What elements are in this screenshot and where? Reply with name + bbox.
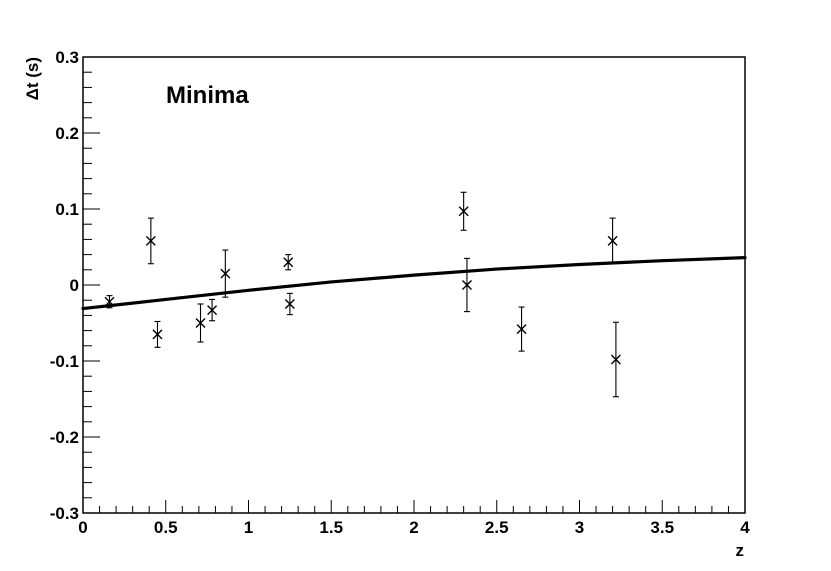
data-point (610, 321, 621, 398)
x-tick-label: 2 (409, 518, 418, 537)
x-marker-stroke (284, 299, 295, 309)
x-axis-label: z (736, 541, 745, 560)
x-tick-label: 2.5 (485, 518, 509, 537)
data-point (104, 295, 115, 309)
x-tick-label: 1.5 (319, 518, 343, 537)
x-tick-label: 0.5 (154, 518, 178, 537)
chart-annotation: Minima (166, 82, 249, 109)
y-tick-label: 0 (70, 276, 79, 295)
x-tick-label: 1 (244, 518, 253, 537)
y-axis-label: Δt (s) (23, 57, 42, 100)
data-point (145, 217, 156, 265)
x-marker-stroke (207, 305, 218, 316)
x-marker-stroke (461, 280, 472, 290)
data-point (207, 298, 218, 322)
x-marker-stroke (220, 268, 231, 279)
x-tick-label: 3 (575, 518, 584, 537)
y-tick-label: -0.2 (50, 428, 79, 447)
x-marker-stroke (607, 235, 618, 246)
data-point (284, 292, 295, 316)
x-tick-label: 3.5 (650, 518, 674, 537)
x-tick-label: 0 (78, 518, 87, 537)
data-points-layer (104, 191, 621, 398)
data-point (152, 320, 163, 348)
x-marker-stroke (458, 206, 469, 217)
x-marker-stroke (195, 318, 206, 328)
x-marker-stroke (610, 354, 621, 365)
data-point (220, 249, 231, 298)
plot-frame (82, 56, 746, 514)
data-point (516, 306, 527, 352)
y-tick-label: -0.1 (50, 352, 79, 371)
x-marker-stroke (283, 257, 294, 268)
y-axis-ticks (83, 56, 100, 514)
data-point (461, 257, 472, 313)
y-tick-label: 0.1 (55, 200, 79, 219)
x-marker-stroke (145, 235, 156, 246)
data-point (458, 191, 469, 231)
x-axis-tick-labels: 0 0.5 1 1.5 2 2.5 3 3.5 4 (78, 518, 750, 537)
x-marker-stroke (152, 329, 163, 340)
x-marker-stroke (516, 324, 527, 335)
y-tick-label: 0.2 (55, 124, 79, 143)
fit-curve (81, 256, 747, 311)
x-tick-label: 4 (740, 518, 750, 537)
x-axis-ticks (82, 500, 746, 513)
data-point (607, 217, 618, 265)
x-marker-stroke (104, 296, 115, 307)
y-tick-label: -0.3 (50, 504, 79, 523)
fit-curve-layer (81, 256, 747, 311)
data-point (283, 254, 294, 271)
y-axis-tick-labels: -0.3 -0.2 -0.1 0 0.1 0.2 0.3 (50, 48, 79, 523)
data-point (195, 303, 206, 343)
y-tick-label: 0.3 (55, 48, 79, 67)
